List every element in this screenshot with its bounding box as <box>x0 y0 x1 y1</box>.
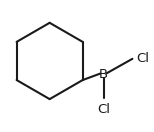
Text: Cl: Cl <box>136 52 149 65</box>
Text: Cl: Cl <box>97 103 110 116</box>
Text: B: B <box>99 68 108 81</box>
